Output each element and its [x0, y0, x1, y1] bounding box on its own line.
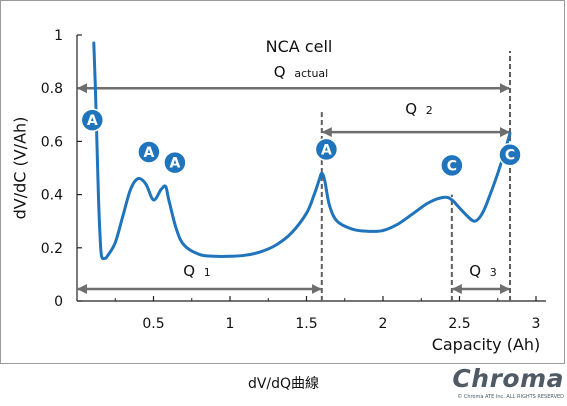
- marker-circle: [440, 153, 464, 178]
- q1-main: Q: [183, 262, 195, 280]
- marker-label: A: [143, 145, 154, 161]
- y-tick-label: 0.4: [41, 188, 63, 204]
- q3-main: Q: [469, 262, 481, 280]
- q1-label: Q 1: [183, 262, 211, 280]
- marker-label: C: [447, 158, 457, 174]
- q2-main: Q: [405, 100, 417, 118]
- y-tick-label: 0.2: [41, 241, 63, 257]
- peak-marker-a: A: [314, 137, 339, 162]
- q2-label: Q 2: [405, 100, 433, 118]
- q-actual-label: Q actual: [274, 63, 328, 81]
- x-tick-label: 1.5: [295, 316, 317, 332]
- peak-marker-c: C: [440, 153, 464, 178]
- peak-marker-c: C: [498, 142, 522, 167]
- marker-circle: [80, 108, 105, 132]
- x-tick-label: 3: [532, 316, 541, 332]
- marker-label: A: [169, 156, 180, 172]
- q-actual-sub: actual: [294, 67, 328, 80]
- peak-marker-a: A: [80, 108, 105, 132]
- y-tick-label: 1: [54, 28, 63, 44]
- q2-sub: 2: [426, 104, 433, 117]
- figure-caption: dV/dQ曲線: [247, 376, 320, 392]
- q3-sub: 3: [490, 266, 497, 279]
- q-actual-main: Q: [274, 63, 286, 81]
- marker-label: A: [87, 113, 98, 129]
- brand-logo: Chroma © Chroma ATE Inc. ALL RIGHTS RESE…: [438, 365, 564, 401]
- series-line: [92, 41, 512, 261]
- brand-copyright: © Chroma ATE Inc. ALL RIGHTS RESERVED: [457, 394, 564, 400]
- q1-sub: 1: [204, 266, 211, 279]
- marker-circle: [163, 150, 187, 175]
- x-tick-label: 2: [379, 316, 388, 332]
- chart-title: NCA cell: [266, 37, 333, 56]
- y-axis-title: dV/dC (V/Ah): [11, 117, 30, 220]
- peak-marker-a: A: [137, 140, 161, 164]
- x-tick-label: 0.5: [142, 316, 164, 332]
- brand-name: Chroma: [452, 364, 564, 393]
- y-tick-label: 0.6: [41, 134, 63, 150]
- x-tick-label: 1: [226, 316, 235, 332]
- x-tick-label: 2.5: [448, 316, 470, 332]
- marker-label: A: [321, 142, 332, 158]
- x-axis-title: Capacity (Ah): [432, 335, 541, 354]
- marker-circle: [137, 140, 161, 164]
- dvdq-chart: 0.5 1 1.5 2 2.5 3 0 0.2 0.4 0.6 0.8 1 dV/dC (V/Ah)…: [11, 28, 546, 354]
- y-tick-label: 0: [54, 294, 63, 310]
- chart-frame: 0.5 1 1.5 2 2.5 3 0 0.2 0.4 0.6 0.8 1 dV/dC (V/Ah)…: [0, 0, 565, 364]
- marker-circle: [498, 142, 522, 167]
- peak-marker-a: A: [163, 150, 187, 175]
- marker-circle: [314, 137, 339, 162]
- marker-label: C: [505, 148, 515, 164]
- q3-label: Q 3: [469, 262, 497, 280]
- y-tick-label: 0.8: [41, 81, 63, 97]
